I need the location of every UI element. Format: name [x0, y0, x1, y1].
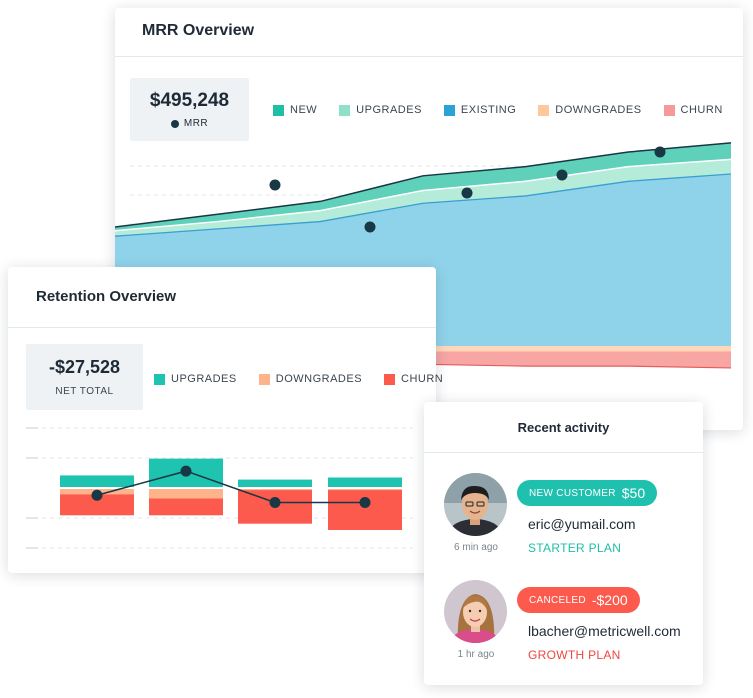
- badge-amount: $50: [621, 485, 646, 501]
- retention-total-box: -$27,528 NET TOTAL: [26, 344, 143, 410]
- retention-bar-downgrades: [328, 488, 402, 491]
- mrr-legend-new[interactable]: NEW: [273, 104, 317, 116]
- net-total-line: [96, 470, 365, 504]
- retention-bar-downgrades: [149, 488, 223, 499]
- mrr-legend-existing[interactable]: EXISTING: [443, 104, 517, 116]
- line-upgrades: [115, 158, 732, 232]
- retention-overview-title: Retention Overview: [8, 267, 436, 328]
- retention-bar-downgrades: [238, 488, 312, 491]
- legend-label: DOWNGRADES: [555, 104, 642, 116]
- area-new: [115, 142, 731, 231]
- status-badge: CANCELED -$200: [517, 587, 640, 613]
- mrr-marker-point: [269, 179, 281, 191]
- activity-email[interactable]: lbacher@metricwell.com: [528, 623, 681, 639]
- retention-legend-downgrades[interactable]: DOWNGRADES: [258, 373, 363, 385]
- mrr-marker-point: [556, 169, 568, 181]
- mrr-legend-churn[interactable]: CHURN: [663, 104, 723, 116]
- avatar-woman-icon: [444, 580, 507, 643]
- retention-bar-upgrades: [238, 479, 312, 488]
- legend-label: NEW: [290, 104, 318, 116]
- legend-swatch-icon: [443, 104, 455, 116]
- retention-bar-churn: [328, 490, 402, 530]
- legend-swatch-icon: [273, 104, 284, 116]
- retention-bar-churn: [149, 498, 223, 516]
- legend-label: UPGRADES: [171, 373, 237, 385]
- net-total-point: [269, 496, 281, 508]
- net-total-point: [180, 465, 192, 477]
- badge-amount: -$200: [591, 592, 628, 608]
- legend-label: UPGRADES: [356, 104, 422, 116]
- retention-total-value: -$27,528: [48, 357, 121, 377]
- mrr-legend-upgrades[interactable]: UPGRADES: [339, 104, 422, 116]
- mrr-total-caption: MRR: [170, 118, 209, 129]
- activity-plan: STARTER PLAN: [528, 541, 622, 555]
- mrr-legend-downgrades[interactable]: DOWNGRADES: [538, 104, 641, 116]
- badge-label: CANCELED: [529, 594, 586, 606]
- avatar: [444, 473, 507, 536]
- retention-bar-churn: [60, 494, 134, 516]
- area-upgrades: [115, 159, 731, 237]
- activity-email[interactable]: eric@yumail.com: [528, 516, 636, 532]
- mrr-marker-point: [364, 221, 376, 233]
- avatar-man-icon: [444, 473, 507, 536]
- mrr-marker-point: [654, 146, 666, 158]
- retention-chart-bars: [26, 458, 413, 530]
- avatar: [444, 580, 507, 643]
- net-total-point: [359, 496, 371, 508]
- net-total-point: [91, 489, 103, 501]
- legend-swatch-icon: [339, 104, 351, 116]
- mrr-total-label: MRR: [183, 118, 209, 129]
- legend-label: DOWNGRADES: [275, 373, 363, 385]
- retention-legend-upgrades[interactable]: UPGRADES: [154, 373, 237, 385]
- recent-activity-title: Recent activity: [424, 402, 703, 453]
- activity-time: 1 hr ago: [457, 649, 495, 660]
- recent-activity-card: Recent activity 6 min ago NEW CUSTOMER $…: [424, 402, 703, 685]
- mrr-chart-markers: [269, 146, 666, 233]
- retention-bar-upgrades: [328, 477, 402, 488]
- activity-time: 6 min ago: [454, 542, 498, 553]
- legend-label: CHURN: [680, 104, 723, 116]
- badge-label: NEW CUSTOMER: [529, 487, 616, 499]
- legend-swatch-icon: [538, 104, 550, 116]
- line-existing: [115, 173, 732, 237]
- retention-net-line: [91, 465, 371, 508]
- legend-swatch-icon: [258, 373, 270, 385]
- status-badge: NEW CUSTOMER $50: [517, 480, 658, 506]
- mrr-overview-title: MRR Overview: [115, 8, 743, 57]
- legend-label: EXISTING: [460, 104, 517, 116]
- legend-label: CHURN: [401, 373, 444, 385]
- legend-swatch-icon: [663, 104, 675, 116]
- mrr-total-box: $495,248 MRR: [130, 78, 249, 141]
- retention-legend: UPGRADES DOWNGRADES CHURN: [154, 373, 465, 385]
- retention-bar-upgrades: [60, 475, 134, 488]
- line-new: [115, 142, 732, 228]
- retention-bar-chart: [26, 427, 413, 549]
- activity-plan: GROWTH PLAN: [528, 648, 621, 662]
- mrr-dot-icon: [170, 119, 179, 128]
- mrr-marker-point: [461, 187, 473, 199]
- legend-swatch-icon: [154, 373, 165, 385]
- legend-swatch-icon: [384, 373, 396, 385]
- retention-legend-churn[interactable]: CHURN: [384, 373, 443, 385]
- mrr-legend: NEW UPGRADES EXISTING DOWNGRADES CHURN: [273, 104, 745, 116]
- retention-total-label: NET TOTAL: [55, 386, 114, 397]
- mrr-total-value: $495,248: [149, 90, 230, 111]
- retention-overview-card: Retention Overview -$27,528 NET TOTAL UP…: [8, 267, 443, 573]
